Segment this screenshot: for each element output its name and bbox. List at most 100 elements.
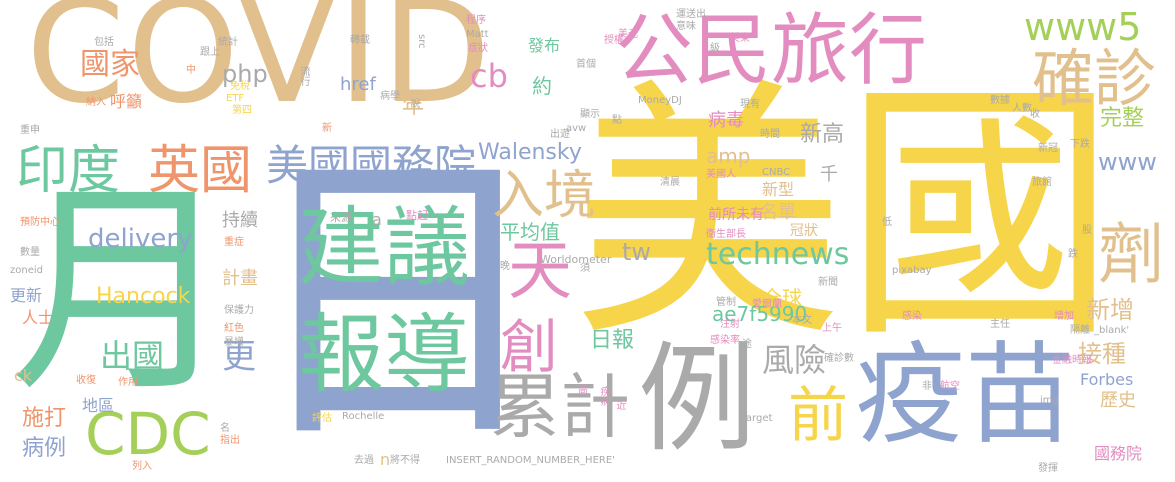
word-gu: 股 (1082, 225, 1092, 236)
word-tian: 天 (508, 235, 572, 309)
word-ae7f5990: ae7f5990 (712, 302, 808, 326)
word-chuyou: 出遊 (550, 129, 570, 140)
word-mingdan: 名單 (760, 202, 796, 223)
word-hongse: 紅色 (224, 323, 244, 334)
word-shuo: 說 (408, 98, 419, 108)
word-zhong: 中 (186, 65, 196, 76)
word-lvguan: 旅館 (1032, 177, 1052, 188)
word-gao: 高 (578, 385, 588, 396)
word-xianshi: 顯示 (580, 109, 600, 120)
word-xinxing: 新型 (762, 180, 795, 199)
word-fahui: 發揮 (1038, 463, 1058, 474)
word-tu: 途 (742, 339, 752, 350)
word-shoupin: 授權 (604, 35, 624, 46)
word-ganranlv: 感染率 (710, 335, 740, 346)
word-guojia: 國家 (80, 47, 140, 82)
word-naru: 納入 (86, 97, 106, 108)
word-zhushe: 注射 (720, 319, 740, 330)
word-yue: 月 (10, 161, 235, 423)
word-aierlan: 愛爾蘭 (752, 299, 782, 310)
word-chuang: 創 (500, 313, 559, 381)
word-gensheng: 跟上 (200, 47, 220, 58)
word-www5: www5 (1024, 5, 1142, 49)
word-rochelle: Rochelle (342, 411, 385, 422)
word-cnbc: CNBC (762, 167, 791, 178)
word-quezhen: 確診 (1032, 42, 1157, 115)
word-xinguan: 新冠 (1038, 143, 1058, 154)
word-xin: 新 (322, 123, 332, 134)
word-lishi: 歷史 (1100, 390, 1136, 411)
word-blank: _blank' (1094, 325, 1130, 336)
word-geli: 隔離 (1070, 325, 1090, 336)
word-benwen: 本文 (792, 315, 812, 326)
word-gengxin: 更新 (10, 286, 43, 305)
word-matt: Matt (466, 29, 489, 40)
word-technews: technews (706, 237, 850, 272)
word-walensky: Walensky (478, 140, 582, 165)
word-pixabay: pixabay (892, 265, 932, 276)
word-worldometer: Worldometer (540, 253, 612, 266)
word-hancock: Hancock (96, 284, 191, 309)
word-diqu: 地區 (82, 396, 115, 415)
word-quguo: 去過 (354, 455, 374, 466)
word-amp: amp (706, 144, 751, 168)
word-yue2: 約 (532, 74, 552, 98)
word-ji2: 級 (710, 43, 720, 54)
word-href: href (340, 74, 376, 95)
word-yiwei: 意味 (676, 21, 696, 32)
word-laiyuan: 來源 (330, 211, 352, 224)
word-renshu: 人數 (1012, 103, 1032, 114)
word-baokuo: 包括 (94, 37, 114, 48)
word-dian: 點 (612, 115, 622, 126)
word-ri: 日 (242, 122, 552, 482)
word-bingxue: 病學 (380, 91, 400, 102)
word-zengjia: 增加 (1054, 311, 1074, 322)
word-weisheng: 衛生部長 (706, 229, 746, 240)
word-renshi: 人士 (22, 308, 55, 327)
word-diyi: 第四 (232, 105, 252, 116)
word-zhongzheng: 重症 (224, 237, 244, 248)
word-php: php (222, 60, 268, 88)
word-quanqiu: 全球 (762, 286, 802, 310)
word-zhichu: 指出 (220, 435, 240, 446)
word-dianqi: 點起 (406, 209, 428, 222)
word-fabu: 發布 (528, 36, 561, 55)
word-shangwu: 上午 (822, 323, 842, 334)
word-fengxian: 風險 (762, 341, 827, 379)
word-zoneid: zoneid (10, 265, 43, 276)
word-di: 低 (882, 217, 892, 228)
word-bingdu: 病毒 (708, 110, 744, 131)
word-chuguo: 出國 (100, 337, 165, 375)
word-die: 跌 (1068, 249, 1078, 260)
word-www: www (1098, 148, 1157, 176)
word-quezhenshu: 確診數 (824, 353, 854, 364)
word-yindu: 印度 (16, 141, 121, 201)
word-qingchen: 清晨 (660, 177, 680, 188)
word-qian: 前 (788, 381, 848, 451)
word-huyu: 呼籲 (110, 92, 143, 111)
word-guanzhi: 管制 (716, 297, 736, 308)
word-baohuli: 保護力 (224, 305, 254, 316)
word-hangkong: 航空 (940, 381, 960, 392)
word-yunsong: 運送出 (676, 9, 706, 20)
word-gan: 感染 (902, 311, 922, 322)
word-nian: 年 (402, 94, 425, 119)
word-qian2: 千 (820, 164, 838, 185)
word-liuxing: 流行 (298, 66, 309, 86)
word-jinrong: 金融時報 (1052, 355, 1092, 366)
word-meiguoren: 美國人 (706, 169, 736, 180)
word-xianyou: 現有 (740, 99, 760, 110)
word-zhengzhuang: 症狀 (468, 43, 488, 54)
word-pinggu: 評估 (312, 413, 332, 424)
word-guanzhuang: 冠狀 (790, 223, 818, 239)
word-forbes: Forbes (1080, 370, 1134, 389)
word-xingao: 新高 (800, 122, 845, 147)
word-wanjian: 晚 (500, 261, 510, 272)
word-mianshui: 免稅 (230, 81, 250, 92)
word-qiansuo: 前所未有 (708, 207, 764, 223)
word-zuoyong: 作用 (118, 377, 138, 388)
word-ji: 劑 (1098, 216, 1164, 293)
word-xu: 須 (580, 263, 590, 274)
word-meiguo: 美國 (572, 58, 1116, 374)
word-xinzeng: 新增 (1086, 296, 1134, 324)
